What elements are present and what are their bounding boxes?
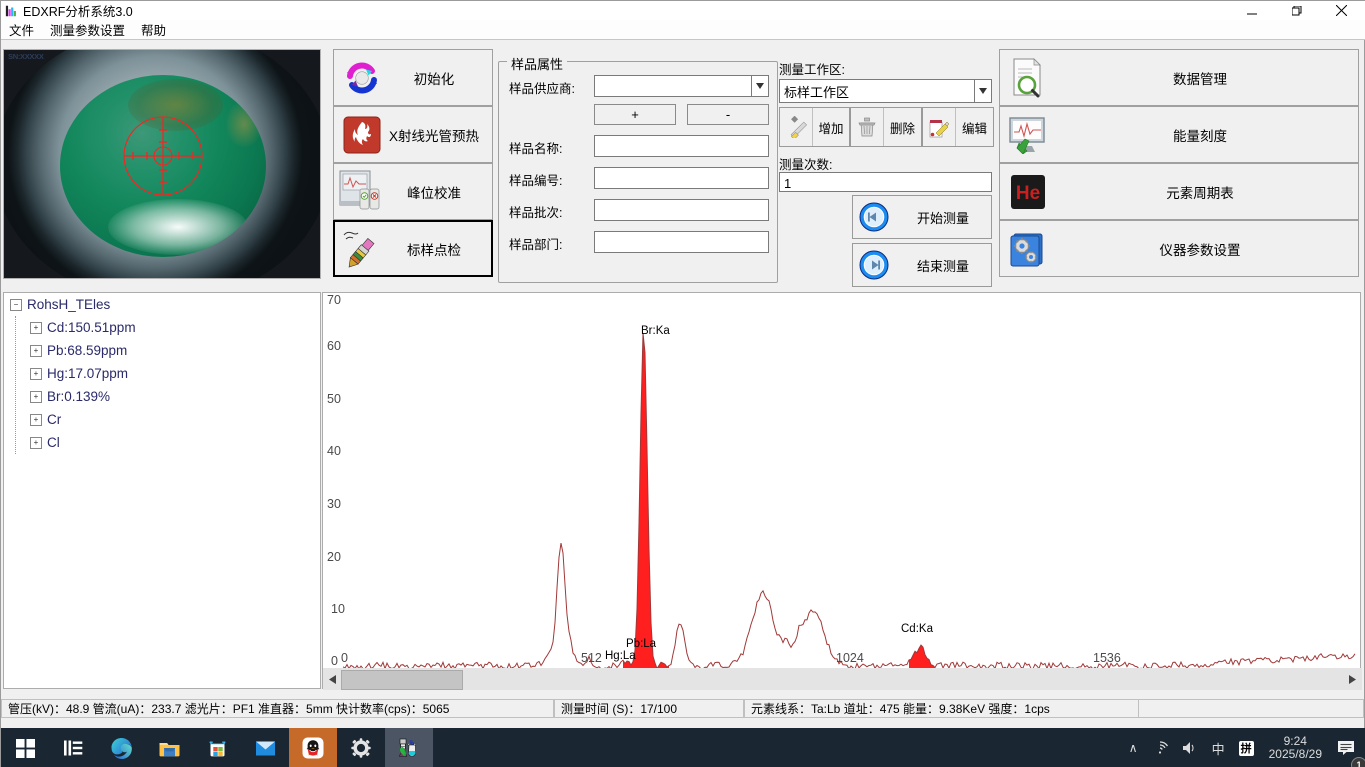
svg-text:He: He — [1016, 183, 1040, 204]
